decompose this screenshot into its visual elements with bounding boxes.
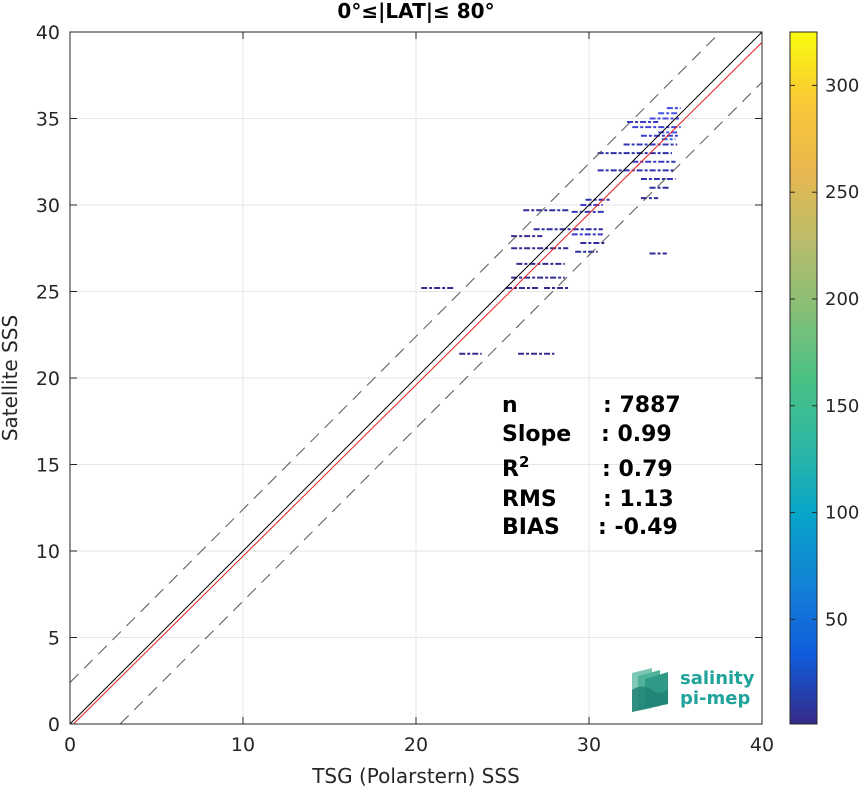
colorbar-ticks: 50 100 150 200 250 300 (790, 75, 859, 630)
colorbar (789, 31, 818, 725)
y-tick-label: 5 (48, 628, 60, 650)
y-tick-label: 15 (36, 455, 60, 477)
y-tick-label: 25 (36, 282, 60, 304)
statistics-box: n : 7887 Slope : 0.99 R2 : 0.79 RMS : 1.13 BIAS:… (502, 393, 681, 540)
x-tick-label: 40 (750, 734, 774, 756)
y-tick-label: 35 (36, 109, 60, 131)
salinity-pi-mep-logo: salinity pi-mep (632, 668, 755, 712)
y-axis-label: Satellite SSS (0, 315, 22, 441)
colorbar-tick-label: 300 (825, 75, 859, 96)
reference-lines (69, 31, 763, 725)
y-tick-label: 10 (36, 541, 60, 563)
x-tick-label: 20 (404, 734, 428, 756)
logo-text-pi-mep: pi-mep (680, 688, 750, 709)
y-tick-label: 30 (36, 195, 60, 217)
logo-wave-icon (632, 668, 668, 712)
y-tick-label: 20 (36, 368, 60, 390)
stat-label: R2 (502, 453, 529, 482)
stat-label: RMS (502, 487, 557, 512)
colorbar-tick-label: 150 (825, 396, 859, 417)
stat-value: : 1.13 (603, 487, 674, 512)
logo-text-salinity: salinity (680, 668, 755, 689)
stat-value: : -0.49 (598, 515, 678, 540)
colorbar-tick-label: 50 (825, 609, 848, 630)
axis-ticks: 0 10 20 30 40 0 5 10 15 20 25 30 35 40 (36, 22, 774, 756)
y-tick-label: 40 (36, 22, 60, 44)
x-tick-label: 30 (577, 734, 601, 756)
x-tick-label: 0 (64, 734, 76, 756)
stat-label: BIAS (502, 515, 560, 540)
chart-title: 0°≤|LAT|≤ 80° (337, 0, 494, 23)
identity-line (69, 31, 763, 725)
colorbar-tick-label: 100 (825, 503, 859, 524)
lower-bound-line (119, 81, 763, 725)
stat-value: : 0.99 (601, 422, 672, 447)
stat-label: n (502, 393, 518, 418)
x-tick-label: 10 (231, 734, 255, 756)
upper-bound-line (69, 31, 721, 683)
regression-line (73, 42, 763, 725)
stat-label: Slope (502, 422, 571, 447)
colorbar-tick-label: 250 (825, 182, 859, 203)
stat-value: : 0.79 (602, 457, 673, 482)
stat-value: : 7887 (603, 393, 681, 418)
x-axis-label: TSG (Polarstern) SSS (311, 764, 520, 788)
colorbar-tick-label: 200 (825, 289, 859, 310)
y-tick-label: 0 (48, 714, 60, 736)
